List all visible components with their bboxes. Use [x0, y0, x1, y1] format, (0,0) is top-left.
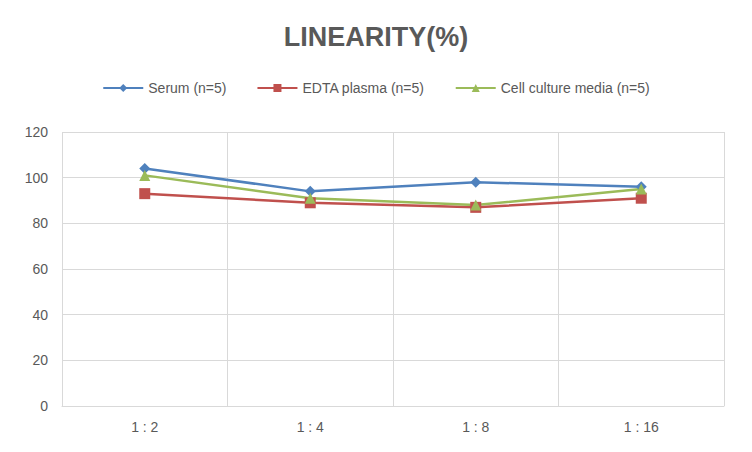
svg-text:Serum (n=5): Serum (n=5)	[148, 80, 226, 96]
svg-text:1 : 4: 1 : 4	[297, 419, 324, 435]
svg-text:60: 60	[32, 261, 48, 277]
svg-text:1 : 2: 1 : 2	[131, 419, 158, 435]
svg-text:0: 0	[40, 398, 48, 414]
svg-text:100: 100	[25, 170, 49, 186]
svg-text:1 : 8: 1 : 8	[462, 419, 489, 435]
svg-text:120: 120	[25, 124, 49, 140]
svg-text:EDTA plasma (n=5): EDTA plasma (n=5)	[302, 80, 424, 96]
svg-text:40: 40	[32, 307, 48, 323]
svg-text:80: 80	[32, 215, 48, 231]
svg-text:LINEARITY(%): LINEARITY(%)	[284, 22, 469, 52]
svg-text:Cell culture media (n=5): Cell culture media (n=5)	[501, 80, 650, 96]
svg-text:1 : 16: 1 : 16	[624, 419, 659, 435]
svg-text:20: 20	[32, 352, 48, 368]
